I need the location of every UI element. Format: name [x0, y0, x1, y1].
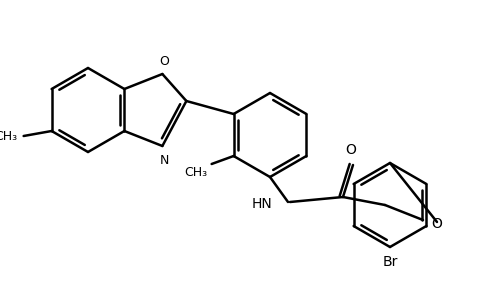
Text: Br: Br: [382, 255, 397, 269]
Text: O: O: [345, 143, 356, 157]
Text: O: O: [159, 55, 169, 68]
Text: HN: HN: [251, 197, 271, 211]
Text: O: O: [430, 217, 441, 231]
Text: CH₃: CH₃: [184, 166, 207, 179]
Text: CH₃: CH₃: [0, 130, 18, 142]
Text: N: N: [159, 154, 168, 167]
